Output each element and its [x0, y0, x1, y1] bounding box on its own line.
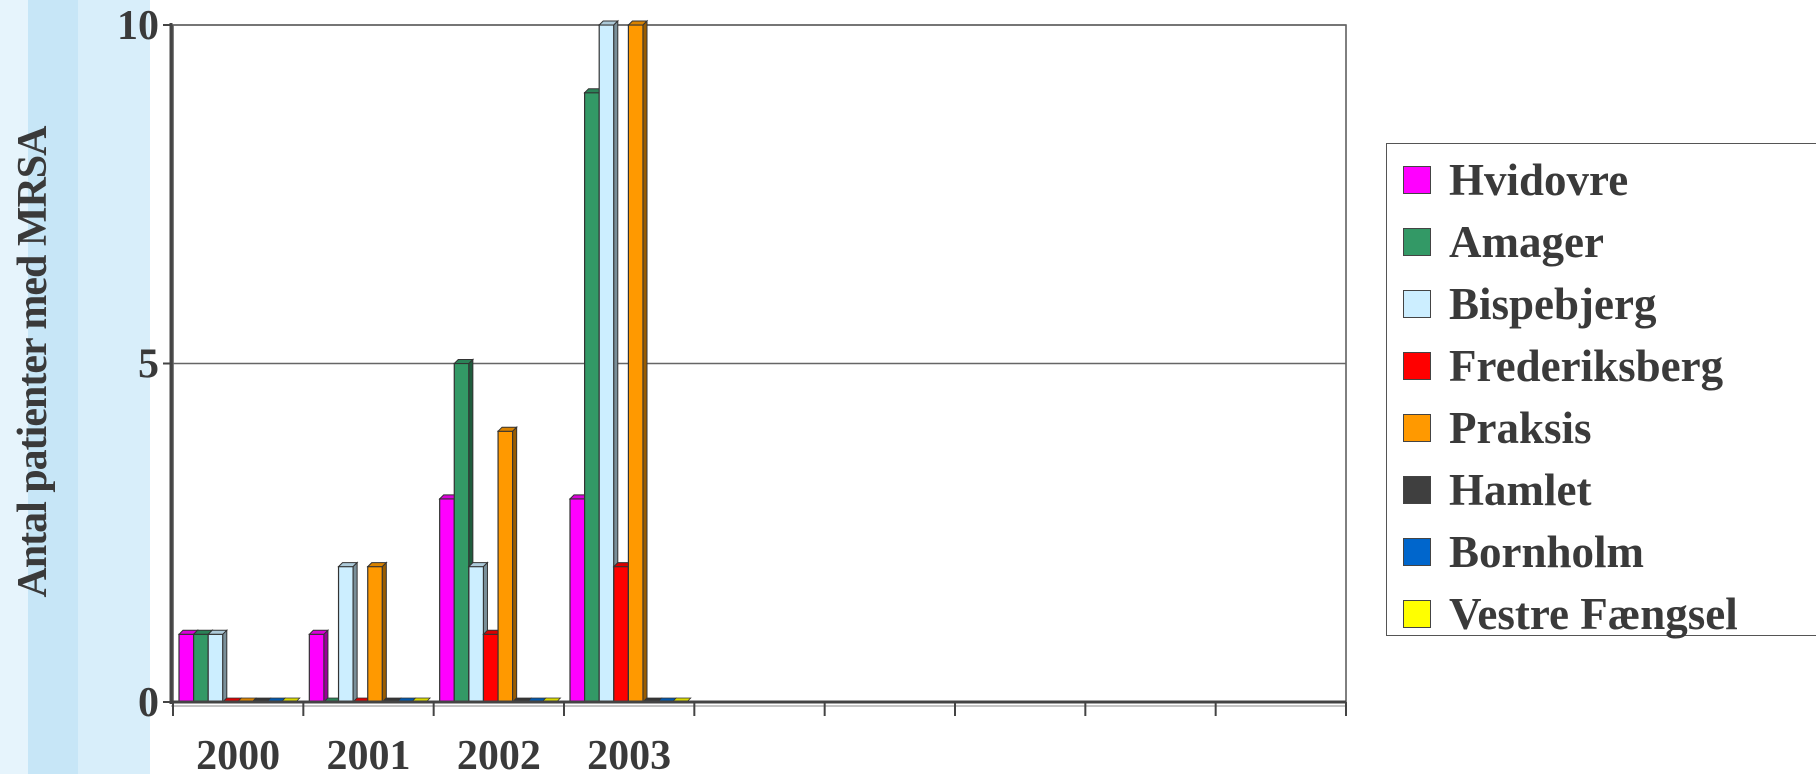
legend-swatch: [1403, 600, 1431, 628]
background-strip: [28, 0, 78, 774]
x-tick-label: 2001: [327, 733, 411, 774]
x-tick-label: 2000: [196, 733, 280, 774]
legend-item: Bispebjerg: [1403, 273, 1657, 335]
x-tick-label: 2003: [587, 733, 671, 774]
legend-swatch: [1403, 538, 1431, 566]
legend-item: Amager: [1403, 211, 1604, 273]
y-tick-label: 5: [138, 342, 159, 388]
legend-swatch: [1403, 414, 1431, 442]
legend-label: Bispebjerg: [1449, 279, 1657, 329]
x-tick-label: 2002: [457, 733, 541, 774]
legend-swatch: [1403, 352, 1431, 380]
legend-label: Praksis: [1449, 403, 1592, 453]
legend-item: Hamlet: [1403, 459, 1591, 521]
bar: [337, 561, 359, 704]
legend-swatch: [1403, 166, 1431, 194]
y-tick-label: 10: [117, 3, 159, 49]
y-tick-label: 0: [138, 680, 159, 726]
background-strip: [78, 0, 150, 774]
bars: [177, 19, 692, 704]
legend-swatch: [1403, 290, 1431, 318]
bar: [627, 19, 649, 704]
y-axis-label: Antal patienter med MRSA: [10, 125, 56, 598]
legend-label: Vestre Fængsel: [1449, 589, 1738, 639]
bar: [308, 629, 330, 704]
bar: [496, 425, 518, 704]
legend-label: Hvidovre: [1449, 155, 1629, 205]
axes: 0 5 10 2000 2001 2002 2003: [117, 3, 1347, 774]
legend-item: Praksis: [1403, 397, 1592, 459]
legend-label: Frederiksberg: [1449, 341, 1724, 391]
legend-item: Vestre Fængsel: [1403, 583, 1738, 645]
legend-swatch: [1403, 476, 1431, 504]
legend: Hvidovre Amager Bispebjerg Frederiksberg Pra…: [1386, 143, 1816, 639]
legend-label: Hamlet: [1449, 465, 1592, 515]
gridlines: [173, 24, 1346, 365]
legend-item: Frederiksberg: [1403, 335, 1723, 397]
legend-label: Amager: [1449, 217, 1604, 267]
legend-item: Bornholm: [1403, 521, 1644, 583]
legend-label: Bornholm: [1449, 527, 1645, 577]
legend-swatch: [1403, 228, 1431, 256]
bar: [366, 561, 388, 704]
bar: [597, 19, 620, 704]
bar: [206, 629, 229, 704]
legend-item: Hvidovre: [1403, 149, 1628, 211]
background-strip: [0, 0, 28, 774]
